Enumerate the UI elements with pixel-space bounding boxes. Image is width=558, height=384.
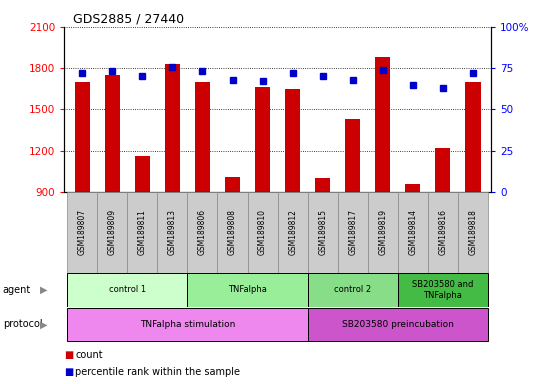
- Bar: [97, 192, 127, 273]
- Bar: [67, 192, 97, 273]
- Bar: [67, 308, 307, 341]
- Text: GSM189806: GSM189806: [198, 209, 207, 255]
- Text: GSM189819: GSM189819: [378, 209, 387, 255]
- Text: GSM189815: GSM189815: [318, 209, 327, 255]
- Text: SB203580 preincubation: SB203580 preincubation: [342, 320, 454, 329]
- Text: GSM189807: GSM189807: [78, 209, 86, 255]
- Bar: [157, 192, 187, 273]
- Text: GSM189813: GSM189813: [168, 209, 177, 255]
- Bar: [376, 57, 391, 192]
- Text: TNFalpha: TNFalpha: [228, 285, 267, 295]
- Bar: [75, 82, 90, 192]
- Bar: [127, 192, 157, 273]
- Bar: [458, 192, 488, 273]
- Bar: [67, 273, 187, 306]
- Text: SB203580 and
TNFalpha: SB203580 and TNFalpha: [412, 280, 474, 300]
- Bar: [255, 88, 270, 192]
- Text: GSM189816: GSM189816: [439, 209, 448, 255]
- Text: count: count: [75, 350, 103, 360]
- Bar: [195, 82, 210, 192]
- Bar: [398, 273, 488, 306]
- Text: ▶: ▶: [40, 285, 47, 295]
- Bar: [225, 177, 240, 192]
- Bar: [405, 184, 420, 192]
- Text: control 2: control 2: [334, 285, 371, 295]
- Text: GSM189808: GSM189808: [228, 209, 237, 255]
- Bar: [187, 273, 307, 306]
- Text: GSM189817: GSM189817: [348, 209, 357, 255]
- Bar: [285, 89, 300, 192]
- Bar: [218, 192, 248, 273]
- Bar: [307, 273, 398, 306]
- Bar: [248, 192, 278, 273]
- Bar: [278, 192, 307, 273]
- Bar: [345, 119, 360, 192]
- Bar: [187, 192, 218, 273]
- Text: protocol: protocol: [3, 319, 42, 329]
- Bar: [428, 192, 458, 273]
- Text: percentile rank within the sample: percentile rank within the sample: [75, 367, 240, 377]
- Text: ▶: ▶: [40, 319, 47, 329]
- Bar: [307, 308, 488, 341]
- Text: control 1: control 1: [109, 285, 146, 295]
- Text: GDS2885 / 27440: GDS2885 / 27440: [73, 13, 184, 26]
- Text: GSM189810: GSM189810: [258, 209, 267, 255]
- Bar: [165, 64, 180, 192]
- Text: GSM189818: GSM189818: [469, 209, 478, 255]
- Bar: [338, 192, 368, 273]
- Bar: [105, 75, 120, 192]
- Bar: [315, 178, 330, 192]
- Bar: [368, 192, 398, 273]
- Bar: [465, 82, 480, 192]
- Text: TNFalpha stimulation: TNFalpha stimulation: [140, 320, 235, 329]
- Text: GSM189811: GSM189811: [138, 209, 147, 255]
- Text: GSM189809: GSM189809: [108, 209, 117, 255]
- Text: GSM189812: GSM189812: [288, 209, 297, 255]
- Text: GSM189814: GSM189814: [408, 209, 417, 255]
- Text: ■: ■: [64, 367, 74, 377]
- Bar: [435, 148, 450, 192]
- Text: ■: ■: [64, 350, 74, 360]
- Bar: [135, 156, 150, 192]
- Text: agent: agent: [3, 285, 31, 295]
- Bar: [398, 192, 428, 273]
- Bar: [307, 192, 338, 273]
